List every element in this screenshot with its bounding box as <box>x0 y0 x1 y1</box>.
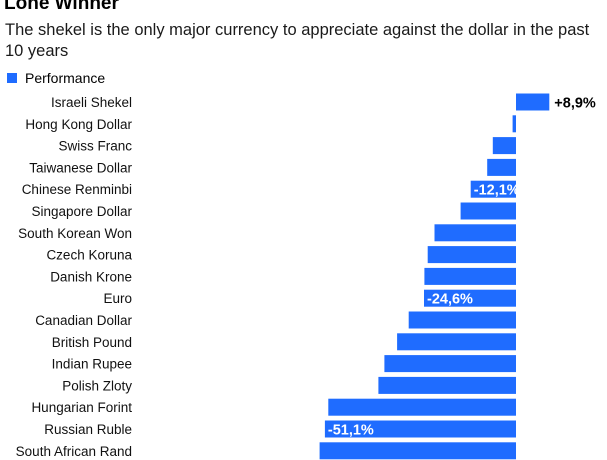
bar-hong-kong-dollar <box>512 115 516 133</box>
data-label-israeli-shekel: +8,9% <box>554 96 596 112</box>
tick-label-canadian-dollar: Canadian Dollar <box>35 313 132 328</box>
data-label-russian-ruble: -51,1% <box>328 423 374 439</box>
tick-label-singapore-dollar: Singapore Dollar <box>31 204 132 219</box>
tick-label-south-korean-won: South Korean Won <box>18 226 132 241</box>
bar-israeli-shekel <box>516 93 550 111</box>
bar-polish-zloty <box>378 376 516 394</box>
bar-euro <box>424 289 516 307</box>
bar-singapore-dollar <box>460 202 516 220</box>
chart-title: Lone Winner <box>4 0 119 14</box>
tick-label-russian-ruble: Russian Ruble <box>44 422 132 437</box>
bar-czech-koruna <box>427 246 516 264</box>
bar-south-african-rand <box>319 442 516 460</box>
tick-label-hungarian-forint: Hungarian Forint <box>31 400 132 415</box>
tick-label-czech-koruna: Czech Koruna <box>46 248 132 263</box>
bar-taiwanese-dollar <box>487 158 516 176</box>
bar-danish-krone <box>424 267 516 285</box>
chart-subtitle: The shekel is the only major currency to… <box>5 21 590 60</box>
tick-label-taiwanese-dollar: Taiwanese Dollar <box>29 160 132 175</box>
data-label-euro: -24,6% <box>427 292 473 308</box>
tick-label-euro: Euro <box>103 291 132 306</box>
tick-label-danish-krone: Danish Krone <box>50 269 132 284</box>
bar-south-korean-won <box>434 224 516 242</box>
bar-chinese-renminbi <box>470 180 516 198</box>
legend-swatch <box>7 73 17 83</box>
data-label-chinese-renminbi: -12,1% <box>474 183 520 199</box>
bar-russian-ruble <box>324 420 516 438</box>
bar-indian-rupee <box>384 355 516 373</box>
tick-label-hong-kong-dollar: Hong Kong Dollar <box>25 117 132 132</box>
tick-label-chinese-renminbi: Chinese Renminbi <box>22 182 132 197</box>
tick-label-british-pound: British Pound <box>52 335 132 350</box>
tick-label-indian-rupee: Indian Rupee <box>52 357 132 372</box>
bar-canadian-dollar <box>408 311 516 329</box>
bar-hungarian-forint <box>328 398 516 416</box>
bar-british-pound <box>397 333 516 351</box>
tick-label-israeli-shekel: Israeli Shekel <box>51 95 132 110</box>
legend: Performance <box>7 69 105 87</box>
tick-label-south-african-rand: South African Rand <box>16 444 132 459</box>
tick-label-swiss-franc: Swiss Franc <box>58 139 132 154</box>
tick-label-polish-zloty: Polish Zloty <box>62 378 132 393</box>
bar-swiss-franc <box>492 137 516 155</box>
legend-label: Performance <box>25 70 106 86</box>
